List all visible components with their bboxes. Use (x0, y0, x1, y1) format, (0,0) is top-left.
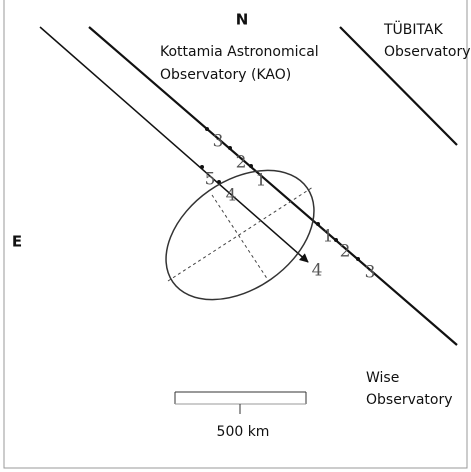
chord-point-label: 2 (340, 242, 351, 262)
major-axis (167, 186, 314, 282)
scale-bar (174, 391, 307, 414)
scale-label: 500 km (217, 424, 270, 440)
tubitak-label: Observatory (384, 44, 471, 60)
wise-label: Observatory (366, 392, 453, 408)
chord-point-label: 2 (236, 153, 247, 173)
tubitak-chord (339, 26, 458, 146)
chord-point-label: 3 (365, 263, 376, 283)
kao-chord (88, 26, 458, 346)
east-label: E (12, 233, 22, 251)
kao-label: Observatory (KAO) (160, 67, 291, 83)
chord-point-label: 4 (226, 186, 237, 206)
chord-ticks (200, 127, 360, 261)
chord-point-label: 1 (323, 227, 334, 247)
minor-axis (211, 194, 269, 281)
second-chord (39, 26, 309, 263)
asteroid-ellipse (165, 169, 315, 301)
north-label: N (236, 11, 249, 29)
kao-label: Kottamia Astronomical (160, 44, 319, 60)
wise-label: Wise (366, 370, 399, 386)
chord-point-label: 5 (205, 170, 216, 190)
chord-point-label: 4 (312, 261, 323, 281)
tubitak-label: TÜBITAK (383, 20, 444, 38)
chord-point-label: 3 (213, 132, 224, 152)
chord-point-label: 1 (256, 171, 267, 191)
frame (3, 0, 468, 469)
